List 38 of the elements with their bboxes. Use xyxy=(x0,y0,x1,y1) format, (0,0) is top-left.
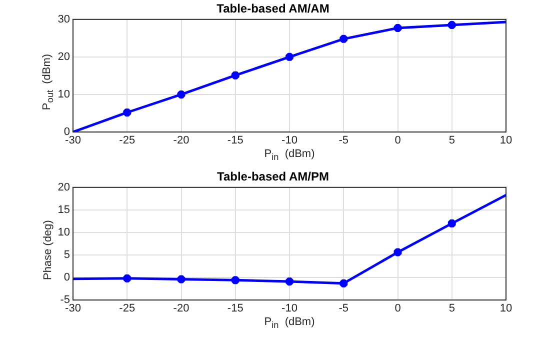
x-tick-label: -10 xyxy=(282,302,298,315)
x-tick-label: -25 xyxy=(119,134,136,147)
y-tick-label: 20 xyxy=(58,50,70,63)
x-tick-label: 10 xyxy=(500,134,512,147)
x-axis-title: P$_{in}$ (dBm) xyxy=(263,148,316,162)
x-tick-label: -25 xyxy=(119,302,136,315)
y-tick-label: 10 xyxy=(58,226,70,238)
x-tick-label: -15 xyxy=(227,302,244,315)
x-tick-label: -15 xyxy=(227,134,244,147)
chart-title: Table-based AM/AM xyxy=(216,2,330,16)
point xyxy=(392,246,404,258)
x-tick-label: 5 xyxy=(448,134,455,147)
point xyxy=(176,274,187,285)
y-tick-label: 10 xyxy=(58,88,70,100)
y-tick-label: 20 xyxy=(58,181,70,194)
point xyxy=(230,274,241,286)
x-tick-label: -10 xyxy=(282,134,298,147)
y-axis-title: Phase (deg) xyxy=(42,220,54,280)
point xyxy=(230,70,241,81)
x-tick-label: -5 xyxy=(338,134,349,147)
point xyxy=(122,272,133,284)
x-tick-label: 5 xyxy=(448,302,455,315)
y-tick-label: 5 xyxy=(64,248,70,261)
x-tick-label: -20 xyxy=(173,302,190,315)
x-axis-title: P$_{in}$ (dBm) xyxy=(263,316,316,330)
point xyxy=(338,33,350,44)
y-tick-label: 30 xyxy=(58,13,70,26)
x-tick-label: 10 xyxy=(500,302,512,315)
y-tick-label: 15 xyxy=(58,204,70,216)
x-tick-label: -5 xyxy=(338,302,349,315)
point xyxy=(284,51,295,62)
x-tick-label: 0 xyxy=(394,302,401,315)
point xyxy=(446,218,458,229)
point xyxy=(338,278,350,289)
chart-title: Table-based AM/PM xyxy=(216,170,330,184)
x-tick-label: 0 xyxy=(394,134,401,147)
x-tick-label: -20 xyxy=(173,134,190,147)
y-tick-label: 0 xyxy=(64,272,70,284)
